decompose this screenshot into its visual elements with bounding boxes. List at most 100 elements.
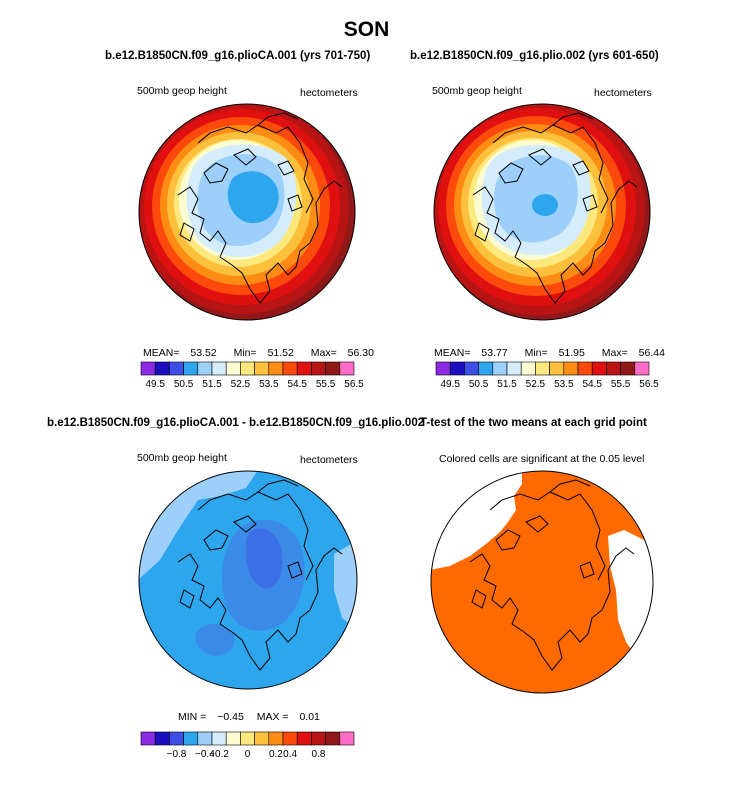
panel2-colorbar: 49.5 50.5 51.5 52.5 53.5 54.5 55.5 56.5	[435, 361, 659, 390]
colorbar-cell	[577, 361, 593, 376]
panel2-stats: MEAN= 53.77 Min= 51.95 Max= 56.44	[434, 347, 665, 359]
colorbar-cell	[435, 361, 451, 376]
panel1-right-label: hectometers	[300, 87, 358, 99]
panel3-title: b.e12.B1850CN.f09_g16.plioCA.001 - b.e12…	[47, 417, 425, 429]
colorbar-cell	[197, 361, 213, 376]
colorbar-cell	[197, 731, 213, 746]
colorbar-tick-label: 50.5	[469, 379, 489, 390]
panel3-min-label: MIN =	[178, 711, 207, 723]
panel3-right-label: hectometers	[300, 454, 358, 466]
colorbar-tick-label: 52.5	[231, 379, 251, 390]
colorbar-cell	[268, 731, 284, 746]
panel2-mean-label: MEAN=	[434, 347, 471, 359]
panel3-band-neg-0-3-s	[195, 623, 235, 656]
colorbar-cell	[311, 361, 326, 376]
colorbar-tick-label: 0.4	[283, 749, 297, 760]
colorbar-tick-label: −0.8	[167, 749, 187, 760]
panel1-map-border	[138, 103, 356, 321]
colorbar-tick-label: 50.5	[174, 379, 194, 390]
colorbar-cell	[591, 361, 607, 376]
colorbar-cell	[620, 361, 636, 376]
panel4-coastlines	[469, 479, 635, 671]
panel3-map-border	[138, 470, 358, 690]
colorbar-cell	[169, 731, 184, 746]
colorbar-cell	[520, 361, 536, 376]
panel2-max-label: Max=	[601, 347, 628, 359]
colorbar-cell	[549, 361, 565, 376]
colorbar-cell	[563, 361, 579, 376]
panel3-band-neg-0-4	[246, 528, 283, 588]
colorbar-tick-label: 51.5	[497, 379, 517, 390]
colorbar-tick-label: −0.2	[209, 749, 229, 760]
colorbar-cell	[225, 361, 241, 376]
panel1-band-51-5	[227, 171, 279, 224]
panel1-max-value: 56.30	[347, 347, 374, 359]
panel1-mean-value: 53.52	[190, 347, 217, 359]
colorbar-cell	[464, 361, 479, 376]
colorbar-cell	[606, 361, 621, 376]
panel2-left-label: 500mb geop height	[432, 85, 522, 97]
colorbar-cell	[254, 361, 270, 376]
colorbar-cell	[268, 361, 284, 376]
panel2-mean-value: 53.77	[481, 347, 508, 359]
panel1-coastlines	[177, 112, 343, 304]
colorbar-cell	[296, 361, 312, 376]
panel4-map	[430, 470, 654, 694]
colorbar-cell	[339, 361, 355, 376]
colorbar-cell	[325, 731, 341, 746]
panel3-band-neg-0-1-e	[334, 540, 357, 630]
colorbar-tick-label: 0.8	[312, 749, 326, 760]
colorbar-cell	[282, 361, 298, 376]
panel3-map	[138, 470, 358, 690]
panel3-left-label: 500mb geop height	[137, 452, 227, 464]
colorbar-cell	[140, 361, 156, 376]
colorbar-cell	[282, 731, 298, 746]
panel2-min-label: Min=	[524, 347, 548, 359]
colorbar-tick-label: 51.5	[202, 379, 222, 390]
colorbar-cell	[183, 731, 199, 746]
colorbar-cell	[506, 361, 522, 376]
panel2-map-border	[433, 103, 651, 321]
panel1-min-label: Min=	[233, 347, 257, 359]
colorbar-cell	[154, 731, 170, 746]
panel2-min-value: 51.95	[558, 347, 585, 359]
colorbar-tick-label: 0	[245, 749, 251, 760]
panel1-left-label: 500mb geop height	[137, 85, 227, 97]
colorbar-cell	[240, 361, 255, 376]
colorbar-tick-label: 55.5	[316, 379, 336, 390]
panel1-max-label: Max=	[310, 347, 337, 359]
colorbar-tick-label: 55.5	[611, 379, 631, 390]
colorbar-tick-label: 53.5	[554, 379, 574, 390]
panel2-map	[433, 103, 651, 321]
panel3-coastlines	[177, 479, 343, 671]
colorbar-cell	[225, 731, 241, 746]
panel1-mean-label: MEAN=	[143, 347, 180, 359]
colorbar-tick-label: 56.5	[344, 379, 364, 390]
colorbar-cell	[169, 361, 184, 376]
figure-title: SON	[343, 18, 390, 41]
panel4-title: T-test of the two means at each grid poi…	[420, 417, 647, 429]
panel2-right-label: hectometers	[594, 87, 652, 99]
panel4-map-border	[430, 470, 654, 694]
colorbar-cell	[183, 361, 199, 376]
colorbar-tick-label: 52.5	[526, 379, 546, 390]
colorbar-cell	[211, 361, 227, 376]
panel1-map	[138, 103, 356, 321]
panel3-min-value: −0.45	[217, 711, 244, 723]
panel1-stats: MEAN= 53.52 Min= 51.52 Max= 56.30	[143, 347, 374, 359]
colorbar-cell	[140, 731, 156, 746]
panel4-nonsignificant-e	[608, 530, 653, 660]
colorbar-cell	[296, 731, 312, 746]
panel3-max-label: MAX =	[256, 711, 289, 723]
panel2-coastlines	[472, 112, 638, 304]
panel1-min-value: 51.52	[267, 347, 294, 359]
colorbar-tick-label: 54.5	[287, 379, 307, 390]
colorbar-tick-label: 56.5	[639, 379, 659, 390]
panel3-stats: MIN = −0.45 MAX = 0.01	[178, 711, 320, 723]
panel3-colorbar: −0.8 −0.4−0.2 0 0.2 0.4 0.8	[140, 731, 355, 760]
colorbar-cell	[311, 731, 326, 746]
panel2-max-value: 56.44	[638, 347, 665, 359]
colorbar-tick-label: 54.5	[582, 379, 602, 390]
colorbar-tick-label: 0.2	[269, 749, 283, 760]
panel4-left-label: Colored cells are significant at the 0.0…	[439, 453, 645, 465]
